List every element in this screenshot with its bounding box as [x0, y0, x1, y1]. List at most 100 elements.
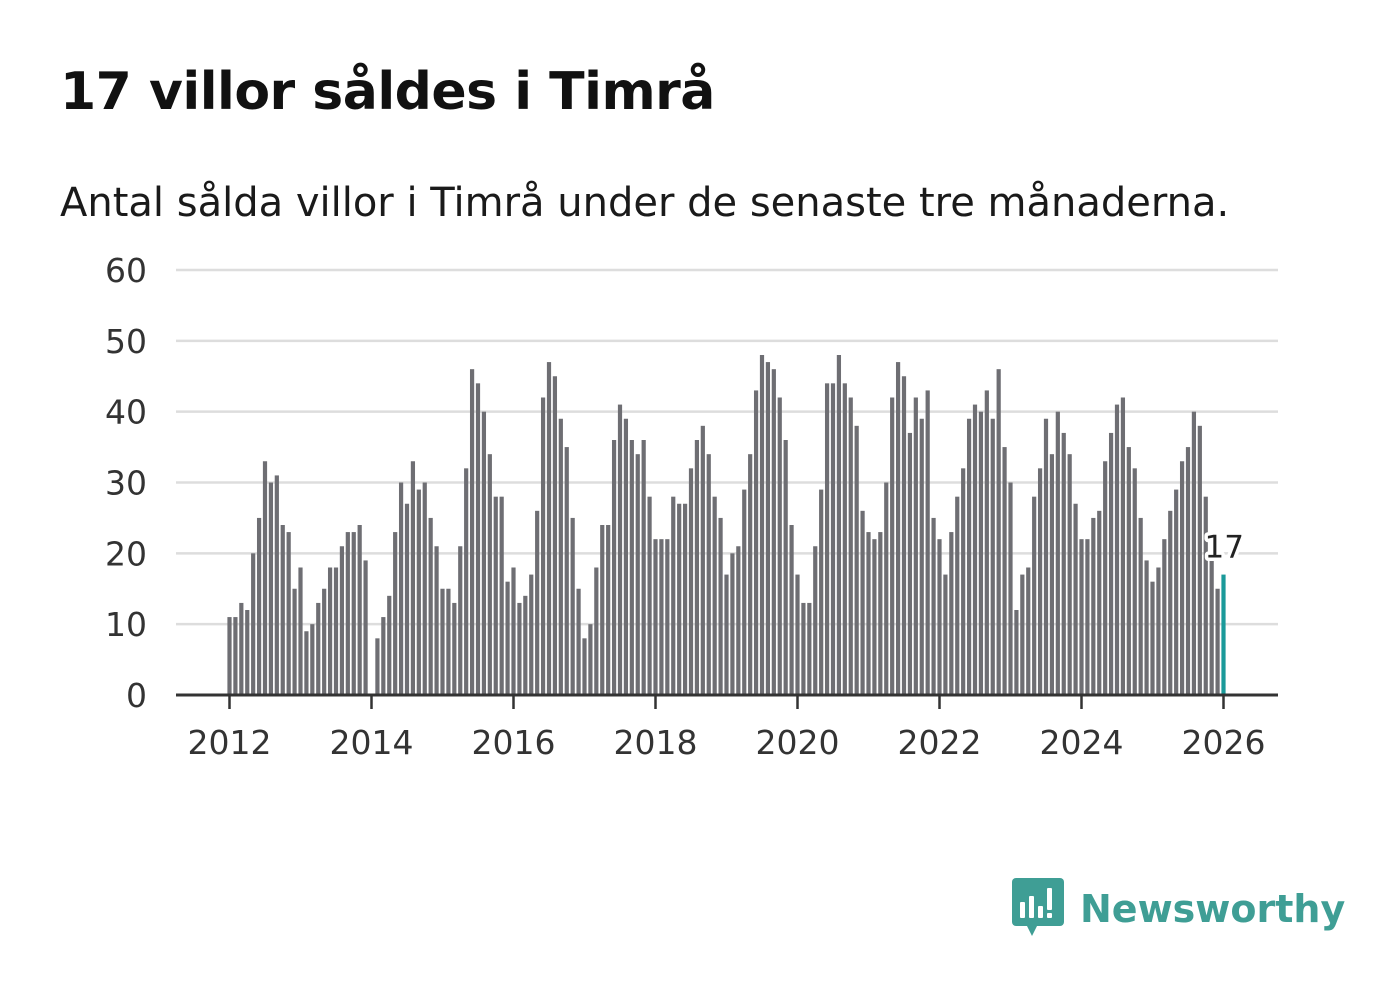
- bar: [1020, 574, 1025, 695]
- bar: [475, 383, 481, 695]
- bar: [1126, 447, 1131, 695]
- bar: [1138, 517, 1143, 695]
- bar: [1114, 404, 1120, 695]
- bar: [552, 376, 558, 695]
- bar: [239, 602, 244, 695]
- bar: [730, 553, 735, 695]
- bar: [517, 602, 522, 695]
- bar: [937, 539, 942, 695]
- bar: [1032, 496, 1037, 695]
- bar: [310, 624, 315, 695]
- bar: [1215, 588, 1220, 695]
- bar: [1103, 461, 1108, 695]
- bar: [688, 468, 694, 695]
- bar: [588, 624, 593, 695]
- bar: [742, 489, 747, 695]
- bar: [233, 617, 238, 695]
- bar: [1179, 461, 1185, 695]
- bar: [245, 610, 250, 695]
- bar: [1174, 489, 1179, 695]
- bar: [322, 588, 327, 695]
- bar: [748, 454, 753, 695]
- bar: [623, 418, 629, 695]
- newsworthy-logo[interactable]: Newsworthy: [1012, 878, 1345, 940]
- bar: [694, 440, 700, 695]
- bar: [1026, 567, 1031, 695]
- bar: [363, 560, 368, 695]
- bar: [759, 355, 765, 695]
- bar: [481, 411, 487, 695]
- bar: [1008, 482, 1013, 695]
- bar: [375, 638, 380, 695]
- bar: [1002, 447, 1007, 695]
- bar: [789, 525, 794, 695]
- y-tick-label: 50: [105, 322, 147, 361]
- bar: [677, 503, 682, 695]
- bar: [972, 404, 978, 695]
- bar: [949, 532, 954, 695]
- bar: [327, 567, 333, 695]
- brand-name: Newsworthy: [1080, 887, 1346, 931]
- bar: [493, 496, 498, 695]
- newsworthy-logo-icon: [1012, 878, 1064, 936]
- bar: [256, 517, 262, 695]
- bar: [298, 567, 303, 695]
- bar: [1162, 539, 1167, 695]
- y-tick-label: 0: [126, 676, 147, 715]
- bar: [1132, 468, 1137, 695]
- y-axis-labels: 0 10 20 30 40 50 60: [105, 251, 147, 715]
- bar: [978, 411, 984, 695]
- bar: [600, 525, 605, 695]
- bar: [606, 525, 611, 695]
- bar: [404, 503, 410, 695]
- bar: [943, 574, 948, 695]
- bar: [854, 425, 859, 695]
- bar: [1209, 560, 1214, 695]
- chart-title: 17 villor såldes i Timrå: [60, 62, 715, 122]
- x-tick-label: 2020: [756, 723, 840, 762]
- x-tick-label: 2022: [898, 723, 982, 762]
- bar: [824, 383, 830, 695]
- bar: [813, 546, 818, 695]
- bar: [984, 390, 989, 695]
- bar: [393, 532, 398, 695]
- bar: [866, 532, 871, 695]
- x-tick-label: 2026: [1182, 723, 1266, 762]
- bar: [1150, 581, 1155, 695]
- y-tick-label: 10: [105, 605, 147, 644]
- bar: [1197, 425, 1202, 695]
- bar: [617, 404, 623, 695]
- bar: [487, 454, 492, 695]
- bar: [387, 595, 392, 695]
- bar: [629, 440, 634, 695]
- bar: [274, 475, 279, 695]
- bar: [1144, 560, 1149, 695]
- bar-highlight: [1221, 574, 1226, 695]
- bar: [523, 595, 528, 695]
- bar: [1049, 454, 1055, 695]
- highlight-data-label: 17: [1205, 530, 1244, 566]
- bar: [1043, 418, 1049, 695]
- bar: [611, 440, 617, 695]
- bar: [771, 369, 776, 695]
- bar: [1120, 397, 1126, 695]
- bar: [428, 517, 433, 695]
- bar: [647, 496, 652, 695]
- bar: [1168, 510, 1173, 695]
- bar: [339, 546, 345, 695]
- bar: [469, 369, 475, 695]
- bar: [381, 617, 386, 695]
- bar: [576, 588, 581, 695]
- x-tick-label: 2018: [614, 723, 698, 762]
- bar: [292, 588, 297, 695]
- bar: [594, 567, 599, 695]
- bar: [529, 574, 534, 695]
- bar: [1108, 432, 1114, 695]
- bar: [700, 425, 705, 695]
- x-tick-label: 2012: [188, 723, 272, 762]
- bar: [1091, 517, 1096, 695]
- bar: [919, 418, 924, 695]
- bar: [564, 447, 569, 695]
- bar: [440, 588, 445, 695]
